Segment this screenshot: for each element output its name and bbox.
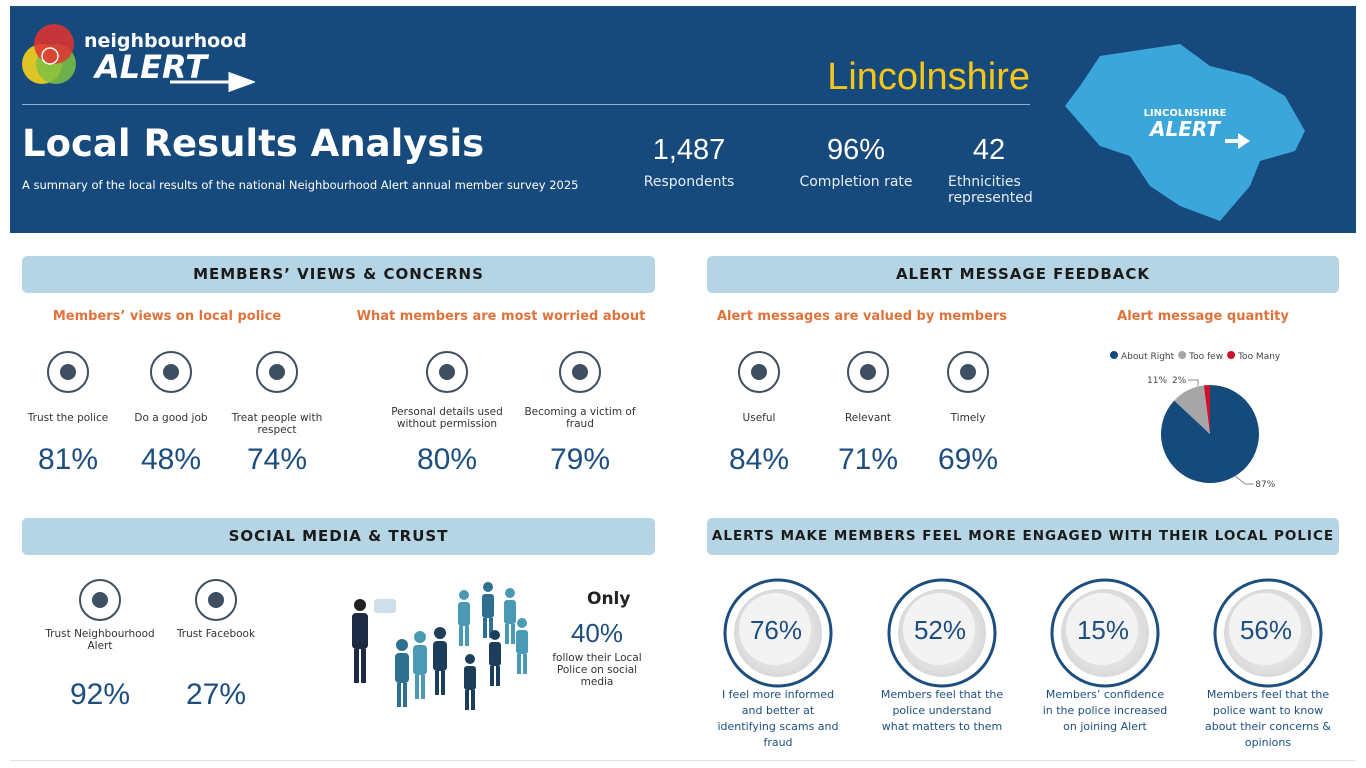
item-value: 80% (416, 443, 478, 476)
item-label: Timely (950, 412, 986, 424)
section-banner: ALERTS MAKE MEMBERS FEEL MORE ENGAGED WI… (707, 518, 1339, 555)
page-title: Local Results Analysis (22, 122, 485, 165)
logo-top: neighbourhood (84, 30, 247, 52)
pie-slice (1174, 385, 1210, 434)
stat-ring (887, 578, 997, 688)
icon (47, 351, 89, 393)
stat-label: Completion rate (799, 174, 913, 190)
data-label: 87% (1255, 480, 1275, 490)
ring-label: Members feel that the police understand … (880, 688, 1004, 733)
follow-value: 40% (570, 618, 624, 648)
subtitle: A summary of the local results of the na… (22, 178, 579, 192)
sub-heading: Alert messages are valued by members (716, 309, 1008, 324)
icon (738, 351, 780, 393)
map-logo-top: LINCOLNSHIRE (1144, 108, 1227, 119)
ring-label: Members’ confidence in the police increa… (1042, 688, 1168, 733)
item-label: Do a good job (134, 412, 208, 424)
logo-arrow (170, 71, 255, 93)
icon (256, 351, 298, 393)
stat-ring (723, 578, 833, 688)
logo-mark (22, 24, 76, 84)
item-label: Relevant (844, 412, 892, 424)
ring-value: 56% (1239, 615, 1293, 645)
stat-value: 96% (826, 134, 886, 166)
pie-slice (1203, 385, 1210, 434)
item-label: Useful (742, 412, 776, 424)
item-label: Becoming a victim of fraud (524, 406, 636, 430)
leader-line (1234, 475, 1254, 485)
ring-label: Members feel that the police want to kno… (1204, 688, 1332, 749)
item-value: 27% (185, 678, 247, 711)
county-map: LINCOLNSHIRE ALERT (1065, 44, 1305, 221)
sub-heading: Members’ views on local police (52, 309, 282, 324)
section-banner: SOCIAL MEDIA & TRUST (22, 518, 655, 555)
item-value: 84% (728, 443, 790, 476)
item-label: Trust the police (27, 412, 109, 424)
legend-label: Too Many (1237, 352, 1281, 362)
stat-ring (1050, 578, 1160, 688)
ring-label: I feel more informed and better at ident… (717, 688, 839, 749)
item-value: 71% (837, 443, 899, 476)
only-text: Only (587, 589, 631, 609)
legend-swatch (1227, 351, 1236, 359)
icon (426, 351, 468, 393)
icon (150, 351, 192, 393)
icon (947, 351, 989, 393)
leader-line (1188, 379, 1199, 386)
section-banner: ALERT MESSAGE FEEDBACK (707, 256, 1339, 293)
stat-value: 42 (972, 134, 1006, 166)
item-label: Trust Facebook (176, 628, 256, 640)
data-label: 11% (1147, 376, 1167, 386)
item-value: 74% (246, 443, 308, 476)
item-label: Treat people with respect (231, 412, 323, 436)
ring-value: 76% (749, 615, 803, 645)
map-logo-main: ALERT (1148, 117, 1221, 141)
stat-label: Ethnicities represented (948, 174, 1033, 206)
stat-value: 1,487 (652, 134, 726, 166)
item-value: 48% (140, 443, 202, 476)
pie-chart: About Right Too few Too Many 87% 11% 2% (1110, 351, 1281, 490)
follow-label: follow their Local Police on social medi… (552, 652, 642, 688)
icon (847, 351, 889, 393)
legend-swatch (1178, 351, 1187, 359)
ring-value: 52% (913, 615, 967, 645)
crowd-illustration (352, 582, 528, 710)
icon (559, 351, 601, 393)
item-value: 81% (37, 443, 99, 476)
logo-main: ALERT (95, 48, 208, 86)
item-value: 69% (937, 443, 999, 476)
section-banner: MEMBERS’ VIEWS & CONCERNS (22, 256, 655, 293)
stat-ring (1213, 578, 1323, 688)
ring-value: 15% (1076, 615, 1130, 645)
item-label: Personal details used without permission (391, 406, 503, 430)
legend-swatch (1110, 351, 1118, 359)
item-label: Trust Neighbourhood Alert (45, 628, 155, 652)
legend-label: Too few (1188, 352, 1223, 362)
data-label: 2% (1172, 376, 1187, 386)
region: Lincolnshire (827, 56, 1030, 98)
sub-heading: Alert message quantity (1117, 309, 1289, 324)
item-value: 79% (549, 443, 611, 476)
sub-heading: What members are most worried about (356, 309, 646, 324)
divider (22, 104, 1030, 105)
item-value: 92% (69, 678, 131, 711)
legend-label: About Right (1121, 352, 1175, 362)
icon (195, 579, 237, 621)
icon (79, 579, 121, 621)
stat-label: Respondents (643, 174, 735, 190)
footer-line (10, 760, 1356, 761)
